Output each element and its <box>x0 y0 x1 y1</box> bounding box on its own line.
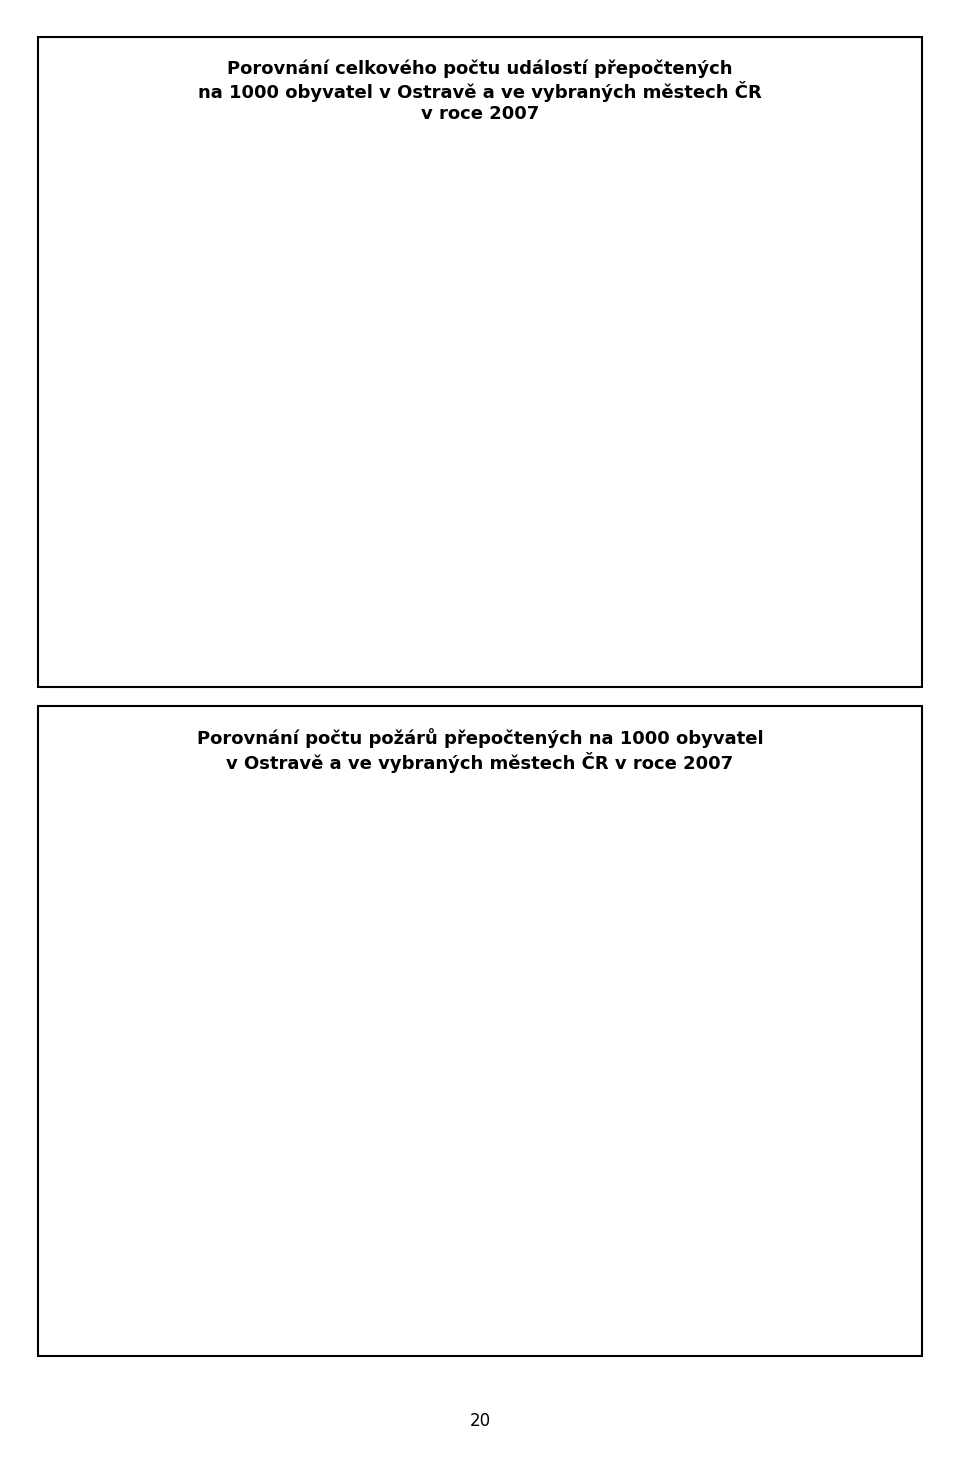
Y-axis label: Počet požárů na 1000 obyvatel: Počet požárů na 1000 obyvatel <box>71 981 85 1196</box>
Bar <box>624 1000 707 1312</box>
Text: 9,82: 9,82 <box>650 476 681 490</box>
Text: 14,67: 14,67 <box>797 403 837 418</box>
Bar <box>776 414 869 424</box>
Bar <box>707 496 717 642</box>
Bar <box>555 530 565 642</box>
Bar <box>624 486 717 496</box>
Bar <box>169 282 262 292</box>
Text: 7,52: 7,52 <box>498 510 529 524</box>
Bar <box>169 1043 252 1312</box>
Text: Porovnání počtu požárů přepočtených na 1000 obyvatel
v Ostravě a ve vybraných mě: Porovnání počtu požárů přepočtených na 1… <box>197 728 763 772</box>
Bar <box>321 507 403 642</box>
Bar <box>403 507 414 642</box>
Bar <box>472 1093 565 1105</box>
Text: 23,52: 23,52 <box>190 272 230 287</box>
Text: 1,64: 1,64 <box>802 1108 832 1123</box>
Text: 9,11: 9,11 <box>347 486 377 501</box>
Bar <box>169 1031 262 1043</box>
Bar <box>776 1118 869 1128</box>
Bar <box>707 1000 717 1312</box>
Text: 2,16: 2,16 <box>347 1050 377 1063</box>
Bar <box>472 520 565 530</box>
Text: 2,41: 2,41 <box>195 1022 226 1037</box>
Bar <box>321 1071 403 1312</box>
Bar <box>169 292 252 642</box>
Bar <box>776 424 858 642</box>
Bar <box>321 496 414 507</box>
Text: 20: 20 <box>469 1412 491 1430</box>
Bar <box>403 1071 414 1312</box>
Bar <box>252 1043 262 1312</box>
Bar <box>555 1105 565 1312</box>
Bar <box>624 990 717 1000</box>
Bar <box>472 530 555 642</box>
Bar <box>858 424 869 642</box>
Text: 1,86: 1,86 <box>498 1084 529 1097</box>
Bar <box>252 292 262 642</box>
Text: Porovnání celkového počtu událostí přepočtených
na 1000 obyvatel v Ostravě a ve : Porovnání celkového počtu událostí přepo… <box>198 59 762 123</box>
Bar <box>858 1128 869 1312</box>
Y-axis label: Počet událostí na 1000 obyvatel: Počet událostí na 1000 obyvatel <box>62 307 77 532</box>
Text: 2,79: 2,79 <box>650 979 681 994</box>
Bar <box>624 496 707 642</box>
Bar <box>321 1059 414 1071</box>
Bar <box>472 1105 555 1312</box>
Bar <box>776 1128 858 1312</box>
